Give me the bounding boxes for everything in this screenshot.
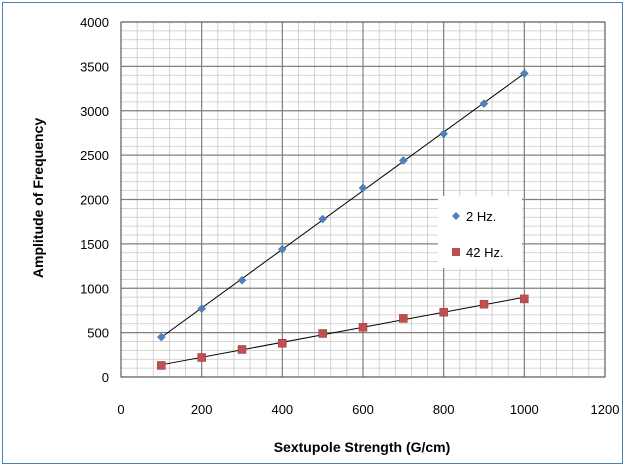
legend-label: 2 Hz.: [466, 209, 496, 224]
x-axis-ticks: 0 200 400 600 800 1000 1200: [117, 402, 619, 417]
data-markers: [156, 69, 529, 370]
trend-lines: [161, 73, 525, 366]
data-point-square: [439, 307, 448, 317]
y-axis-ticks: 0 500 1000 1500 2000 2500 3000 3500 4000: [80, 15, 109, 385]
x-tick-label: 1000: [510, 402, 539, 417]
x-tick-label: 600: [352, 402, 374, 417]
data-point-diamond: [277, 244, 287, 254]
data-point-square: [520, 294, 529, 304]
y-tick-label: 2000: [80, 193, 109, 208]
legend: 2 Hz. 42 Hz.: [438, 196, 522, 268]
x-tick-label: 800: [433, 402, 455, 417]
data-point-diamond: [398, 156, 408, 165]
data-point-diamond: [318, 214, 328, 224]
data-point-diamond: [479, 99, 489, 109]
x-axis-title: Sextupole Strength (G/cm): [274, 439, 451, 455]
legend-marker-square: [452, 248, 460, 256]
data-point-square: [278, 339, 287, 348]
y-tick-label: 1000: [80, 281, 109, 296]
x-tick-label: 1200: [591, 402, 620, 417]
data-point-square: [479, 299, 489, 309]
data-point-square: [358, 323, 368, 332]
y-tick-label: 0: [102, 370, 109, 385]
data-point-square: [197, 353, 206, 362]
data-point-diamond: [156, 332, 166, 342]
y-tick-label: 1500: [80, 237, 109, 252]
y-axis-title: Amplitude of Frequency: [30, 118, 46, 278]
y-tick-label: 3500: [80, 59, 109, 74]
trend-line: [161, 73, 525, 338]
data-point-diamond: [439, 129, 449, 139]
x-tick-label: 200: [191, 402, 213, 417]
data-point-diamond: [197, 304, 207, 314]
data-point-square: [399, 314, 408, 323]
data-point-square: [237, 345, 247, 354]
x-tick-label: 0: [117, 402, 124, 417]
x-tick-label: 400: [271, 402, 293, 417]
data-point-diamond: [237, 275, 247, 285]
y-tick-label: 500: [87, 326, 109, 341]
legend-marker-diamond: [452, 212, 460, 220]
y-tick-label: 3000: [80, 104, 109, 119]
legend-label: 42 Hz.: [466, 245, 504, 260]
data-point-square: [318, 329, 327, 338]
y-tick-label: 2500: [80, 148, 109, 163]
data-point-diamond: [519, 69, 529, 78]
data-point-square: [157, 361, 166, 370]
trend-line: [161, 296, 525, 366]
y-tick-label: 4000: [80, 15, 109, 30]
plot-area: [120, 21, 606, 378]
data-point-diamond: [358, 183, 368, 193]
